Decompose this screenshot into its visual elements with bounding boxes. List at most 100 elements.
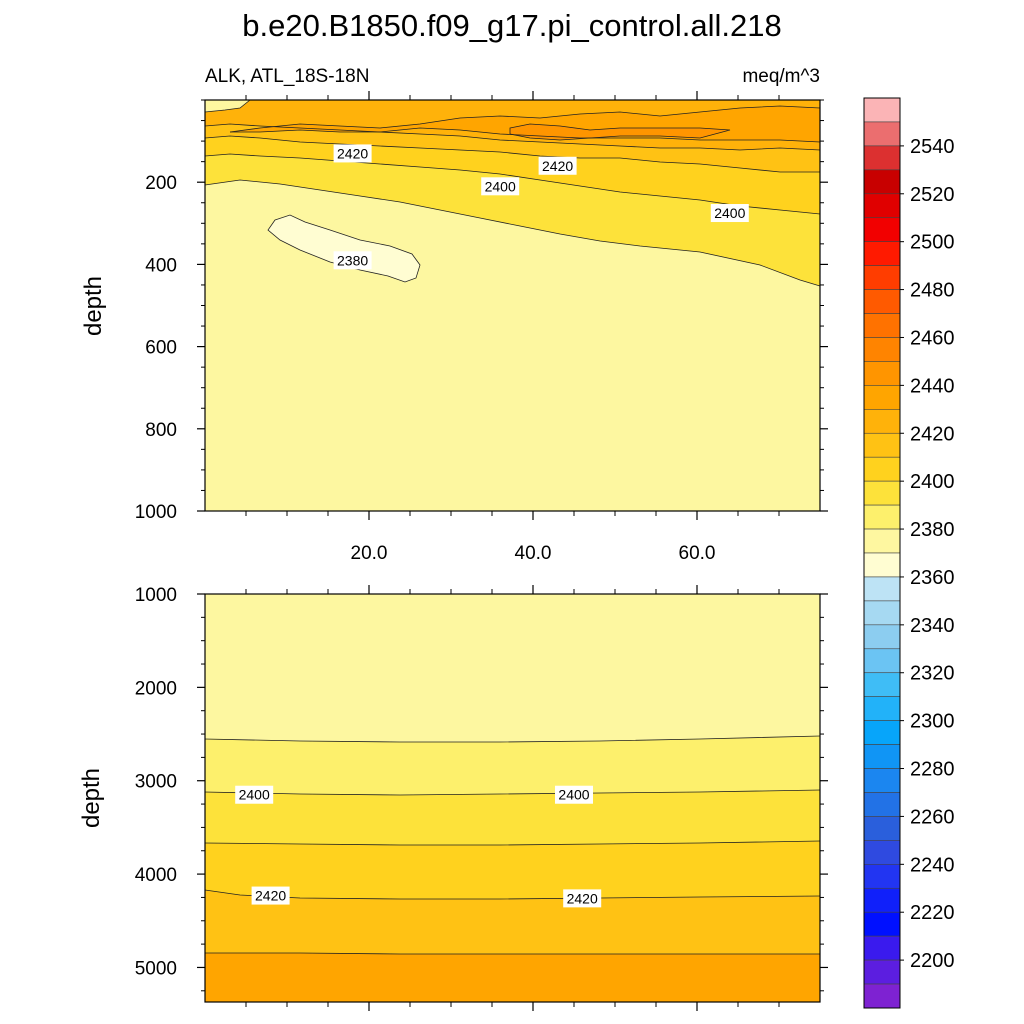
lower-panel: 2400 2400 2420 2420 1000 2000 3000 4000 5000 xyxy=(135,585,828,1011)
colorbar-swatch xyxy=(863,241,901,266)
colorbar-swatch xyxy=(863,361,901,386)
lower-contour-label-bg xyxy=(563,889,602,908)
colorbar-swatch xyxy=(863,432,901,458)
colorbar-swatch xyxy=(863,935,901,961)
upper-contour-label: 2420 xyxy=(542,158,573,174)
lower-contour-label-bg xyxy=(251,886,290,905)
lower-contour-label: 2420 xyxy=(255,888,286,904)
upper-contour-label-bg xyxy=(710,204,749,223)
colorbar-label: 2400 xyxy=(910,471,955,493)
upper-contour-2410 xyxy=(204,135,820,173)
upper-ytick-label: 800 xyxy=(145,420,177,441)
colorbar-label: 2480 xyxy=(910,280,955,302)
upper-contour-2440 xyxy=(509,123,731,141)
upper-ytick-label: 400 xyxy=(145,255,177,276)
colorbar-swatch xyxy=(863,97,901,123)
colorbar: 2540 2520 2500 2480 2460 2440 2420 2400 2380 2360… xyxy=(863,97,955,1009)
lower-contour-label-bg xyxy=(555,785,593,804)
colorbar-swatch xyxy=(863,504,901,530)
colorbar-swatch xyxy=(863,887,901,913)
upper-fill-surface-2390 xyxy=(205,100,250,112)
colorbar-label: 2420 xyxy=(910,423,955,445)
colorbar-swatch xyxy=(863,576,901,602)
lower-contour-2390 xyxy=(204,735,821,743)
lower-fill-band-2430 xyxy=(205,953,820,1002)
colorbar-swatch xyxy=(863,600,901,626)
colorbar-swatch xyxy=(863,552,901,578)
colorbar-swatch xyxy=(863,169,901,195)
colorbar-swatch xyxy=(863,385,901,410)
colorbar-label: 2260 xyxy=(910,806,955,828)
upper-contour-2380 xyxy=(267,214,421,283)
upper-ylabel: depth xyxy=(80,276,107,336)
colorbar-swatch xyxy=(863,193,901,219)
lower-ytick-label: 3000 xyxy=(135,772,177,793)
lower-panel-frame xyxy=(204,593,821,1003)
upper-contour-label: 2400 xyxy=(485,178,516,194)
colorbar-label: 2520 xyxy=(910,184,955,206)
chart-subtitle-left: ALK, ATL_18S-18N xyxy=(205,66,369,87)
colorbar-swatch xyxy=(863,313,901,338)
colorbar-swatch xyxy=(863,217,901,242)
upper-contour-2430-outer xyxy=(229,105,821,133)
upper-contour-2420 xyxy=(204,123,821,151)
upper-contour-label-bg xyxy=(333,251,372,270)
colorbar-label: 2540 xyxy=(910,136,955,158)
colorbar-swatch xyxy=(863,672,901,697)
colorbar-label: 2460 xyxy=(910,327,955,349)
upper-contour-label: 2400 xyxy=(714,205,745,221)
upper-contour-surface xyxy=(204,99,251,113)
colorbar-label: 2440 xyxy=(910,375,955,397)
colorbar-label: 2220 xyxy=(910,902,955,924)
lower-contour-label: 2400 xyxy=(558,787,589,803)
lower-contour-label: 2400 xyxy=(239,787,270,803)
chart-title: b.e20.B1850.f09_g17.pi_control.all.218 xyxy=(242,8,782,43)
colorbar-swatch xyxy=(863,816,901,841)
chart-units: meq/m^3 xyxy=(742,66,820,87)
colorbar-label: 2340 xyxy=(910,615,955,637)
colorbar-swatch xyxy=(863,528,901,554)
colorbar-swatch xyxy=(863,768,901,793)
lower-contour-2410 xyxy=(204,840,821,846)
lower-ylabel: depth xyxy=(78,768,105,828)
lower-contour-labels: 2400 2400 2420 2420 xyxy=(235,785,602,908)
colorbar-label: 2500 xyxy=(910,232,955,254)
lower-ytick-label: 4000 xyxy=(135,865,177,886)
upper-contour-lines xyxy=(204,99,821,287)
upper-contour-label-bg xyxy=(538,156,577,175)
upper-contour-2400 xyxy=(204,153,821,215)
colorbar-swatch xyxy=(863,121,901,147)
upper-axes: 200 400 600 800 1000 20.0 40.0 60.0 xyxy=(135,91,828,564)
colorbar-swatch xyxy=(863,265,901,290)
colorbar-swatch xyxy=(863,983,901,1009)
colorbar-label: 2280 xyxy=(910,759,955,781)
colorbar-label: 2300 xyxy=(910,711,955,733)
colorbar-swatch xyxy=(863,648,901,674)
colorbar-swatch xyxy=(863,959,901,985)
colorbar-label: 2360 xyxy=(910,567,955,589)
colorbar-swatch xyxy=(863,409,901,434)
lower-contour-2400 xyxy=(204,789,821,796)
upper-xtick-label: 40.0 xyxy=(515,543,552,564)
lower-contour-lines xyxy=(204,735,821,955)
colorbar-swatch xyxy=(863,864,901,889)
colorbar-label: 2240 xyxy=(910,854,955,876)
lower-contour-2430 xyxy=(205,952,820,955)
upper-contour-label-bg xyxy=(481,177,520,196)
colorbar-label: 2320 xyxy=(910,663,955,685)
colorbar-swatch xyxy=(863,911,901,937)
colorbar-swatch xyxy=(863,456,901,482)
colorbar-swatch xyxy=(863,480,901,506)
upper-ytick-label: 1000 xyxy=(135,502,177,523)
colorbar-swatch xyxy=(863,744,901,769)
colorbar-swatch xyxy=(863,840,901,865)
upper-contour-label: 2420 xyxy=(337,145,368,161)
colorbar-swatch xyxy=(863,145,901,171)
upper-contour-label-bg xyxy=(333,144,372,163)
upper-contour-2430-inner xyxy=(230,127,821,143)
colorbar-swatch xyxy=(863,289,901,314)
colorbar-swatch xyxy=(863,624,901,650)
colorbar-swatch xyxy=(863,337,901,362)
colorbar-swatch xyxy=(863,792,901,817)
